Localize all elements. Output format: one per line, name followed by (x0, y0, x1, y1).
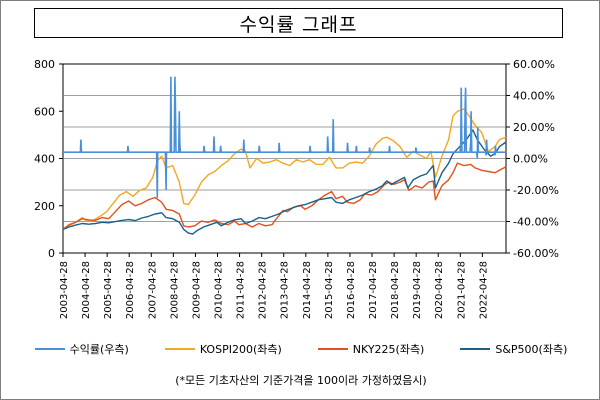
x-axis-tick-label: 2010-04-28 (214, 261, 225, 319)
legend-item: NKY225(좌측) (317, 341, 425, 357)
x-axis-tick-label: 2019-04-28 (412, 261, 423, 319)
x-axis-tick-label: 2006-04-28 (125, 261, 136, 319)
right-axis-tick-label: -60.00% (513, 247, 559, 260)
legend-swatch (460, 348, 491, 350)
x-axis-tick-label: 2022-04-28 (478, 261, 489, 319)
legend-label: NKY225(좌측) (352, 343, 425, 356)
x-axis-tick-label: 2015-04-28 (324, 261, 335, 319)
x-axis-tick-label: 2013-04-28 (280, 261, 291, 319)
legend-item: S&P500(좌측) (460, 341, 567, 357)
x-axis-tick-label: 2005-04-28 (103, 261, 114, 319)
legend-label: 수익률(우측) (69, 343, 129, 356)
legend-swatch (34, 348, 65, 350)
chart-legend: 수익률(우측) KOSPI200(좌측) NKY225(좌측) S&P500(좌측) (1, 341, 600, 357)
left-axis-tick-label: 600 (34, 105, 55, 118)
right-axis-tick-label: 20.00% (513, 121, 555, 134)
x-axis-tick-label: 2016-04-28 (346, 261, 357, 319)
legend-label: S&P500(좌측) (495, 343, 568, 356)
x-axis-tick-label: 2017-04-28 (368, 261, 379, 319)
x-axis-tick-label: 2021-04-28 (456, 261, 467, 319)
x-axis-tick-label: 2011-04-28 (236, 261, 247, 319)
legend-label: KOSPI200(좌측) (199, 343, 282, 356)
series-line (62, 129, 507, 235)
x-axis-tick-label: 2020-04-28 (434, 261, 445, 319)
legend-swatch (317, 348, 348, 350)
left-axis-tick-label: 0 (48, 247, 55, 260)
right-axis-tick-label: -20.00% (513, 184, 559, 197)
series-line (62, 108, 507, 231)
left-axis-tick-label: 200 (34, 200, 55, 213)
x-axis-tick-label: 2012-04-28 (258, 261, 269, 319)
x-axis-tick-label: 2018-04-28 (390, 261, 401, 319)
x-axis-tick-label: 2008-04-28 (169, 261, 180, 319)
legend-swatch (164, 348, 195, 350)
chart-title: 수익률 그래프 (239, 13, 358, 36)
right-axis-tick-label: 60.00% (513, 58, 555, 71)
x-axis-tick-label: 2003-04-28 (59, 261, 70, 319)
left-axis-tick-label: 400 (34, 153, 55, 166)
left-axis-tick-label: 800 (34, 58, 55, 71)
chart-footnote: (*모든 기초자산의 기준가격을 100이라 가정하였음시) (175, 374, 427, 387)
legend-item: KOSPI200(좌측) (164, 341, 282, 357)
right-axis-tick-label: -40.00% (513, 216, 559, 229)
x-axis-tick-label: 2004-04-28 (81, 261, 92, 319)
right-axis-tick-label: 0.00% (513, 153, 548, 166)
legend-item: 수익률(우측) (34, 341, 129, 357)
x-axis-tick-label: 2007-04-28 (147, 261, 158, 319)
series-line (63, 76, 506, 198)
x-axis-tick-label: 2014-04-28 (302, 261, 313, 319)
right-axis-tick-label: 40.00% (513, 90, 555, 103)
chart-title-box: 수익률 그래프 (34, 8, 563, 38)
x-axis-tick-label: 2009-04-28 (191, 261, 202, 319)
